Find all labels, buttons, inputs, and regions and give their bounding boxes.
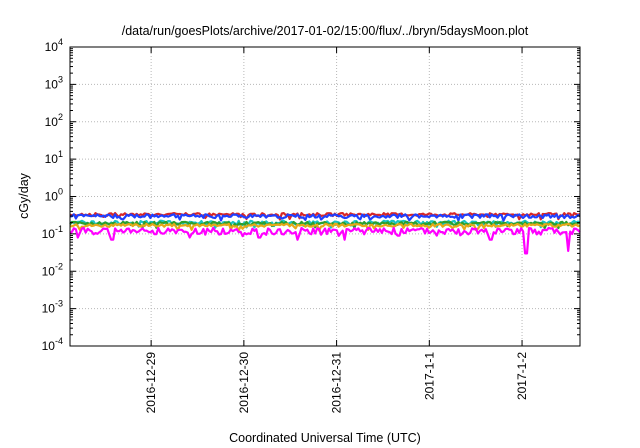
series-line: [69, 222, 581, 232]
y-tick-exponent: 3: [58, 74, 63, 84]
x-axis-label: Coordinated Universal Time (UTC): [229, 431, 421, 445]
y-tick-label: 103: [45, 74, 63, 91]
x-tick-label: 2016-12-30: [237, 352, 251, 414]
y-tick-exponent: 4: [58, 37, 63, 47]
y-tick-label: 100: [45, 187, 63, 204]
y-tick-base: 10: [45, 152, 59, 166]
y-tick-label: 10-3: [42, 299, 63, 316]
y-axis-label: cGy/day: [17, 172, 31, 219]
y-tick-label: 10-4: [42, 336, 63, 353]
y-tick-exponent: -2: [55, 261, 63, 271]
x-tick-label: 2017-1-2: [515, 352, 529, 400]
y-tick-exponent: 2: [58, 112, 63, 122]
y-tick-exponent: 0: [58, 187, 63, 197]
axis-ticks: 10410310210110010-110-210-310-42016-12-2…: [42, 37, 580, 413]
y-tick-exponent: 1: [58, 149, 63, 159]
x-tick-label: 2016-12-29: [144, 352, 158, 414]
series-layer: [69, 212, 581, 255]
y-tick-base: 10: [42, 264, 56, 278]
y-tick-label: 104: [45, 37, 63, 54]
chart-title: /data/run/goesPlots/archive/2017-01-02/1…: [122, 24, 529, 38]
y-tick-label: 10-2: [42, 261, 63, 278]
series-line: [69, 220, 581, 230]
y-tick-exponent: -4: [55, 336, 63, 346]
grid-lines: [70, 47, 580, 346]
y-tick-label: 10-1: [42, 224, 63, 241]
y-tick-base: 10: [45, 115, 59, 129]
y-tick-exponent: -3: [55, 299, 63, 309]
y-tick-base: 10: [45, 190, 59, 204]
y-tick-base: 10: [42, 339, 56, 353]
x-tick-label: 2016-12-31: [330, 352, 344, 414]
y-tick-base: 10: [45, 77, 59, 91]
y-tick-exponent: -1: [55, 224, 63, 234]
x-tick-label: 2017-1-1: [422, 352, 436, 400]
y-tick-base: 10: [42, 302, 56, 316]
y-tick-base: 10: [42, 227, 56, 241]
y-tick-base: 10: [45, 40, 59, 54]
y-tick-label: 102: [45, 112, 63, 129]
series-line: [69, 213, 581, 222]
series-line: [69, 226, 581, 255]
y-tick-label: 101: [45, 149, 63, 166]
